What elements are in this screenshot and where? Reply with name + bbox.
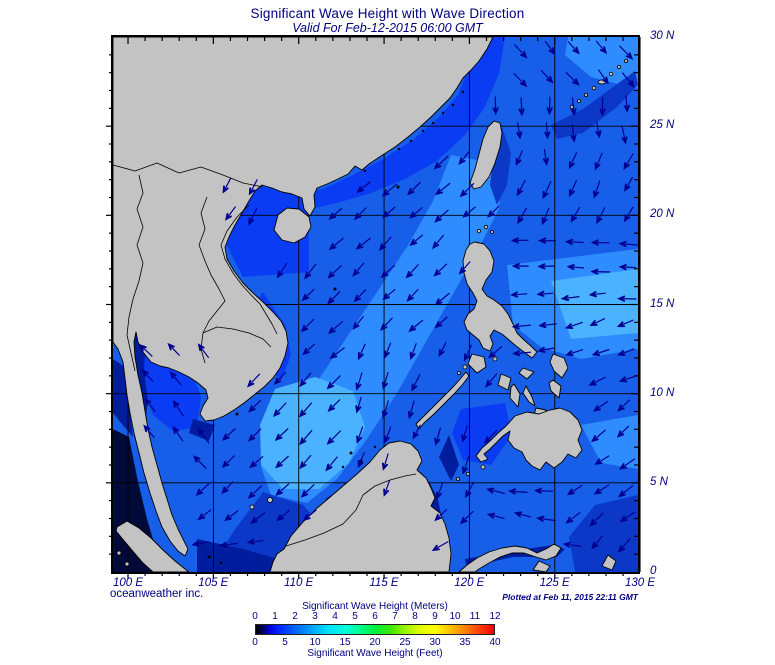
legend-tick-30: 30	[429, 637, 441, 648]
plotted-timestamp: Plotted at Feb 11, 2015 22:11 GMT	[502, 592, 638, 602]
lon-label-130e: 130 E	[624, 577, 655, 589]
credit-oceanweather: oceanweather inc.	[110, 588, 204, 600]
legend-tick-40: 40	[489, 637, 501, 648]
legend-tick-4: 4	[332, 611, 338, 622]
legend-tick-35: 35	[459, 637, 471, 648]
lat-label-30n: 30 N	[650, 30, 675, 42]
arrow-heads	[139, 46, 635, 553]
lat-label-5n: 5 N	[650, 475, 668, 488]
landmass-masbate	[518, 367, 535, 380]
legend-tick-5: 5	[352, 611, 358, 622]
legend-tick-25: 25	[399, 637, 411, 648]
country-borders	[112, 162, 417, 547]
landmass-luzon	[462, 241, 538, 359]
lat-label-25n: 25 N	[650, 119, 675, 132]
landmass-hainan	[273, 207, 312, 244]
landmass-halmahera	[601, 554, 617, 571]
legend-tick-3: 3	[312, 611, 318, 622]
landmass-mindanao	[475, 407, 583, 471]
landmass-mainland-asia	[112, 36, 494, 557]
legend-tick-5: 5	[282, 637, 288, 648]
legend-meters-label: Significant Wave Height (Meters)	[302, 601, 448, 612]
landmass-panay	[497, 373, 512, 391]
landmass-taiwan	[469, 120, 503, 190]
arrow-shafts	[140, 40, 639, 552]
legend-tick-0: 0	[252, 611, 258, 622]
landmass-negros	[509, 383, 521, 408]
lon-label-105e: 105 E	[198, 577, 229, 589]
landmass-sulawesi	[458, 543, 562, 573]
legend-tick-9: 9	[432, 611, 438, 622]
legend-tick-1: 1	[272, 611, 278, 622]
landmass-palawan	[415, 371, 470, 430]
colorbar-gradient	[255, 624, 495, 635]
legend-tick-0: 0	[252, 637, 258, 648]
lat-label-20n: 20 N	[650, 208, 675, 221]
legend-tick-8: 8	[412, 611, 418, 622]
map-plot-area	[106, 35, 641, 579]
lon-label-100e: 100 E	[112, 577, 144, 589]
landmass-sumatra	[115, 520, 190, 573]
landmass-samar	[549, 353, 569, 379]
land-layer	[112, 36, 628, 573]
legend-tick-15: 15	[339, 637, 351, 648]
legend-tick-10: 10	[309, 637, 321, 648]
legend-tick-7: 7	[392, 611, 398, 622]
lon-label-125e: 125 E	[539, 577, 570, 589]
valid-time-subtitle: Valid For Feb-12-2015 06:00 GMT	[292, 21, 483, 35]
legend-tick-11: 11	[469, 611, 481, 622]
legend-tick-20: 20	[369, 637, 381, 648]
legend-tick-12: 12	[489, 611, 501, 622]
landmass-leyte	[548, 379, 562, 399]
lon-label-110e: 110 E	[284, 577, 314, 589]
lon-label-120e: 120 E	[454, 577, 485, 589]
legend-feet-label: Significant Wave Height (Feet)	[307, 648, 443, 659]
coastal-rocks	[363, 90, 465, 173]
lon-label-115e: 115 E	[369, 577, 399, 589]
lat-label-15n: 15 N	[650, 297, 675, 310]
legend-tick-2: 2	[292, 611, 298, 622]
lat-label-10n: 10 N	[650, 386, 675, 399]
lat-label-0: 0	[650, 565, 657, 578]
landmass-mindoro	[467, 353, 487, 374]
legend-tick-6: 6	[372, 611, 378, 622]
landmass-borneo	[269, 440, 452, 573]
wave-direction-arrows	[139, 40, 639, 553]
border-ticks	[106, 37, 638, 579]
landmass-sulawesi-blob	[532, 560, 551, 573]
page-title: Significant Wave Height with Wave Direct…	[250, 6, 525, 21]
legend-tick-10: 10	[449, 611, 461, 622]
landmass-cebu	[522, 385, 536, 407]
wave-height-map	[106, 36, 641, 579]
